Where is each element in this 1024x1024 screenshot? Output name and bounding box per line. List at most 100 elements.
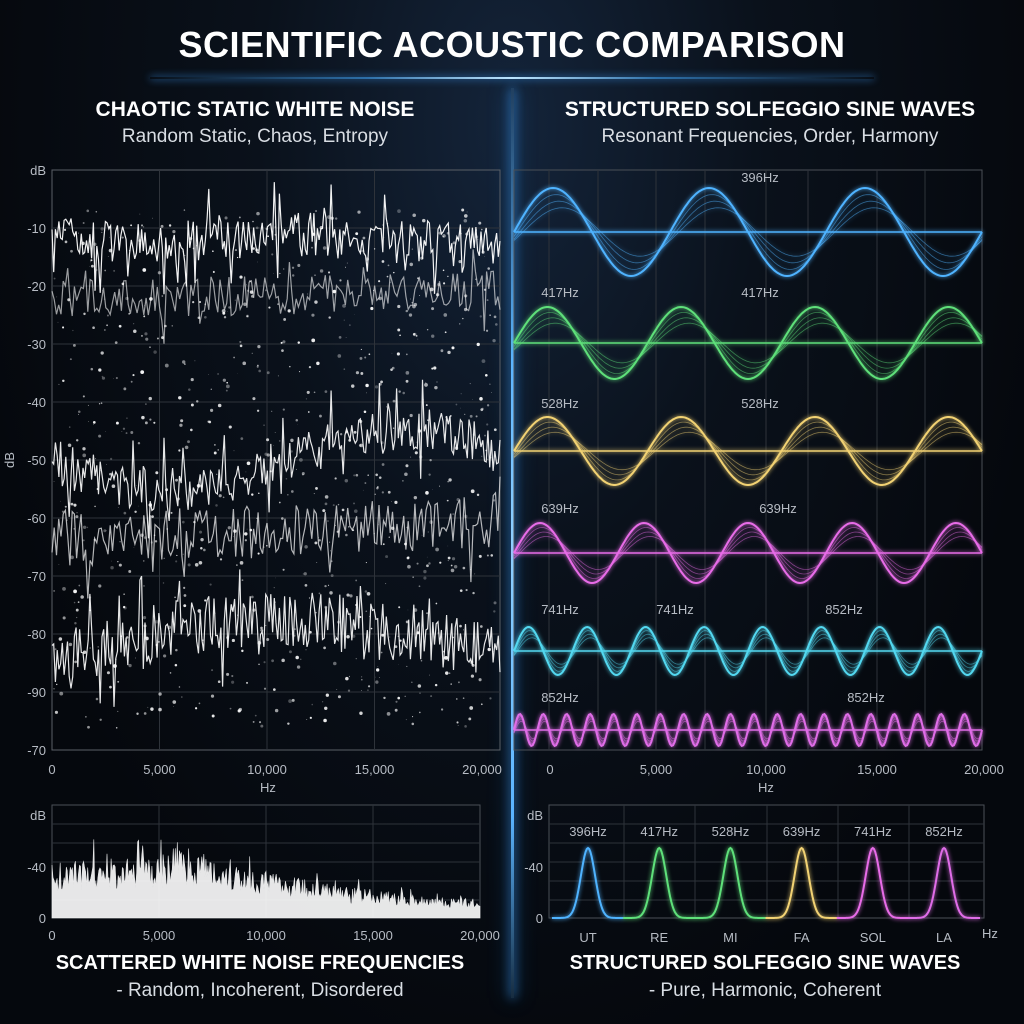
peak-frequency-label: 396Hz	[569, 824, 607, 839]
y-tick-label: -50	[27, 453, 46, 468]
frequency-label: 852Hz	[847, 690, 885, 705]
right-heading: STRUCTURED SOLFEGGIO SINE WAVES	[564, 98, 976, 121]
frequency-label: 852Hz	[541, 690, 579, 705]
frequency-label: 852Hz	[825, 602, 863, 617]
note-label: LA	[936, 930, 952, 945]
noise-trace	[51, 569, 501, 707]
title-glow-divider	[150, 77, 874, 79]
wave-396Hz	[513, 186, 983, 278]
y-tick-label: -40	[27, 395, 46, 410]
page-title: SCIENTIFIC ACOUSTIC COMPARISON	[178, 24, 846, 65]
y-tick-label: -90	[27, 685, 46, 700]
note-label: FA	[794, 930, 810, 945]
sine-trace	[513, 431, 983, 471]
peak-frequency-label: 639Hz	[783, 824, 821, 839]
y-axis-label: dB	[2, 452, 17, 468]
solfeggio-main-chart: 0 5,000 10,000 15,000 20,000 Hz 396Hz 417Hz 417H…	[513, 169, 1004, 795]
x-axis-label: Hz	[260, 780, 276, 795]
x-tick-label: 10,000	[246, 928, 286, 943]
peak-fa	[765, 846, 838, 919]
wave-417Hz	[513, 305, 983, 381]
x-tick-label: 0	[48, 762, 55, 777]
wave-741Hz	[513, 625, 983, 677]
peak-frequency-label: 417Hz	[640, 824, 678, 839]
sine-trace	[513, 712, 983, 748]
y-tick-label: dB	[30, 163, 46, 178]
left-subheading: Random Static, Chaos, Entropy	[121, 126, 389, 147]
sine-trace	[513, 527, 983, 579]
x-tick-label: 20,000	[460, 928, 500, 943]
peak-frequency-label: 528Hz	[712, 824, 750, 839]
white-noise-main-chart: dB-10-20-30-40-50-60-70-80-90-700 5,000 10…	[2, 163, 502, 795]
note-label: MI	[723, 930, 737, 945]
y-tick-label: dB	[30, 808, 46, 823]
sine-trace	[513, 531, 983, 575]
left-footer-heading: SCATTERED WHITE NOISE FREQUENCIES	[55, 952, 465, 974]
sine-trace	[513, 322, 983, 364]
frequency-label: 396Hz	[741, 170, 779, 185]
frequency-label: 528Hz	[541, 396, 579, 411]
peak-ut	[552, 846, 624, 919]
y-tick-label: -40	[524, 860, 543, 875]
y-tick-label: dB	[527, 808, 543, 823]
y-tick-label: -70	[27, 743, 46, 758]
sine-trace	[513, 186, 983, 278]
left-heading: CHAOTIC STATIC WHITE NOISE	[95, 98, 415, 121]
y-tick-label: -10	[27, 221, 46, 236]
right-footer-sub: - Pure, Harmonic, Coherent	[648, 980, 882, 1001]
sine-trace	[513, 311, 983, 375]
noise-trace	[51, 249, 501, 344]
sine-trace	[513, 207, 983, 257]
y-tick-label: -60	[27, 511, 46, 526]
peak-mi	[694, 846, 767, 919]
sine-trace	[513, 637, 983, 665]
center-divider	[511, 88, 514, 998]
y-tick-label: -80	[27, 627, 46, 642]
peak-frequency-label: 741Hz	[854, 824, 892, 839]
note-label: SOL	[860, 930, 886, 945]
x-tick-label: 0	[546, 762, 553, 777]
y-tick-label: -70	[27, 569, 46, 584]
frequency-label: 639Hz	[759, 501, 797, 516]
x-tick-label: 0	[48, 928, 55, 943]
solfeggio-spectrum-chart: dB -40 0 396Hz UT 417Hz RE 528Hz MI 639Hz FA 741Hz S…	[524, 804, 998, 945]
peak-sol	[836, 846, 909, 919]
frequency-label: 417Hz	[541, 285, 579, 300]
peak-la	[908, 846, 980, 919]
x-tick-label: 5,000	[143, 928, 176, 943]
sine-trace	[513, 720, 983, 740]
x-tick-label: 10,000	[746, 762, 786, 777]
y-tick-label: -30	[27, 337, 46, 352]
noise-trace	[51, 182, 501, 295]
wave-528Hz	[513, 415, 983, 487]
sine-trace	[513, 633, 983, 669]
sine-trace	[513, 630, 983, 672]
noise-spectrum	[51, 839, 481, 919]
x-tick-label: 5,000	[640, 762, 673, 777]
right-subheading: Resonant Frequencies, Order, Harmony	[601, 126, 939, 147]
x-axis-label: Hz	[758, 780, 774, 795]
left-footer-sub: - Random, Incoherent, Disordered	[116, 980, 404, 1001]
sine-trace	[513, 317, 983, 369]
x-tick-label: 20,000	[462, 762, 502, 777]
x-tick-label: 15,000	[857, 762, 897, 777]
sine-trace	[513, 521, 983, 585]
x-axis-label: Hz	[982, 926, 998, 941]
note-label: UT	[579, 930, 596, 945]
sine-trace	[513, 200, 983, 264]
white-noise-spectrum-chart: dB -40 00 5,000 10,000 15,000 20,000	[27, 804, 500, 943]
x-tick-label: 20,000	[964, 762, 1004, 777]
frequency-label: 741Hz	[656, 602, 694, 617]
y-tick-label: 0	[536, 911, 543, 926]
frequency-label: 741Hz	[541, 602, 579, 617]
x-tick-label: 10,000	[247, 762, 287, 777]
note-label: RE	[650, 930, 668, 945]
frequency-label: 639Hz	[541, 501, 579, 516]
noise-trace	[51, 476, 501, 599]
y-tick-label: -40	[27, 860, 46, 875]
sine-trace	[513, 421, 983, 481]
x-tick-label: 15,000	[353, 928, 393, 943]
right-footer-heading: STRUCTURED SOLFEGGIO SINE WAVES	[569, 952, 961, 974]
peak-frequency-label: 852Hz	[925, 824, 963, 839]
